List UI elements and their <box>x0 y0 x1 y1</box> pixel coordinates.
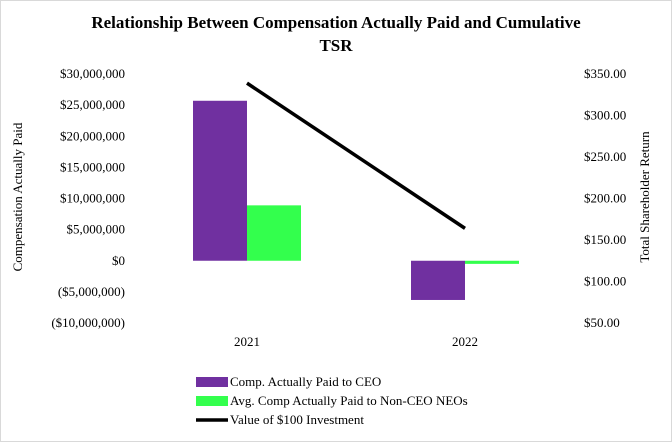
right-axis-title: Total Shareholder Return <box>637 131 652 263</box>
left-axis-tick-label: $0 <box>112 253 125 268</box>
x-axis-tick-label: 2022 <box>452 334 478 349</box>
legend-label: Comp. Actually Paid to CEO <box>230 374 381 389</box>
right-axis-tick-label: $300.00 <box>584 108 626 123</box>
legend: Comp. Actually Paid to CEO Avg. Comp Actu… <box>196 374 468 427</box>
bar-series <box>193 100 519 300</box>
right-axis-tick-label: $350.00 <box>584 66 626 81</box>
bar-neo-2021 <box>247 205 301 261</box>
line-series <box>246 81 466 230</box>
left-axis-tick-label: $15,000,000 <box>60 159 125 174</box>
chart-title-line-2: TSR <box>319 36 353 55</box>
legend-swatch <box>196 396 228 406</box>
legend-swatch <box>196 377 228 387</box>
bar-ceo-2022 <box>411 260 465 300</box>
right-axis-tick-label: $250.00 <box>584 149 626 164</box>
x-axis-ticks: 2021 2022 <box>234 334 478 349</box>
legend-label: Avg. Comp Actually Paid to Non-CEO NEOs <box>230 393 468 408</box>
legend-label: Value of $100 Investment <box>230 412 364 427</box>
left-axis-tick-label: $5,000,000 <box>67 222 126 237</box>
bar-ceo-2021 <box>193 100 247 261</box>
right-axis-ticks: $350.00 $300.00 $250.00 $200.00 $150.00 $100.… <box>584 66 626 330</box>
left-axis-ticks: $30,000,000 $25,000,000 $20,000,000 $15,000… <box>51 66 125 330</box>
chart-title-line-1: Relationship Between Compensation Actual… <box>91 13 581 32</box>
x-axis-tick-label: 2021 <box>234 334 260 349</box>
left-axis-tick-label: $20,000,000 <box>60 128 125 143</box>
right-axis-tick-label: $150.00 <box>584 232 626 247</box>
right-axis-tick-label: $200.00 <box>584 191 626 206</box>
left-axis-tick-label: ($5,000,000) <box>58 284 125 299</box>
left-axis-tick-label: $30,000,000 <box>60 66 125 81</box>
left-axis-tick-label: $25,000,000 <box>60 97 125 112</box>
left-axis-title: Compensation Actually Paid <box>10 122 25 271</box>
tsr-line <box>246 81 466 230</box>
right-axis-tick-label: $100.00 <box>584 274 626 289</box>
left-axis-tick-label: $10,000,000 <box>60 191 125 206</box>
bar-neo-2022 <box>465 260 519 264</box>
left-axis-tick-label: ($10,000,000) <box>51 315 125 330</box>
right-axis-tick-label: $50.00 <box>584 315 620 330</box>
